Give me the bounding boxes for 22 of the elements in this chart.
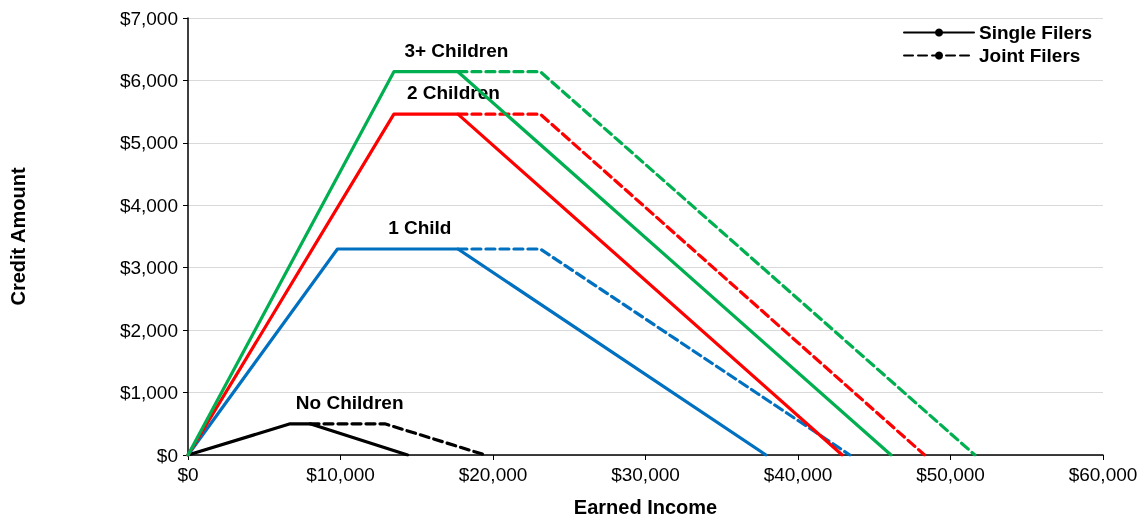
x-tick-label: $40,000 <box>763 464 833 485</box>
annotation: No Children <box>295 391 404 413</box>
annotation: 1 Child <box>388 216 452 238</box>
y-tick-label: $3,000 <box>119 257 178 279</box>
y-tick-label: $2,000 <box>119 319 178 341</box>
y-tick-label: $6,000 <box>119 69 178 91</box>
x-tick-label: $10,000 <box>306 464 375 485</box>
x-tick-label: $30,000 <box>611 464 680 485</box>
x-tick-label: $20,000 <box>458 464 528 485</box>
annotation: 3+ Children <box>404 39 509 61</box>
y-tick-label: $1,000 <box>119 382 178 404</box>
y-tick-label: $5,000 <box>119 132 178 154</box>
x-tick-label: $0 <box>177 464 199 485</box>
y-tick-label: $4,000 <box>119 194 178 216</box>
x-axis-title: Earned Income <box>573 496 718 518</box>
y-tick-label: $7,000 <box>119 7 178 29</box>
y-axis-title: Credit Amount <box>7 167 29 306</box>
x-tick-label: $60,000 <box>1068 464 1138 485</box>
x-tick-label: $50,000 <box>916 464 985 485</box>
legend-label: Joint Filers <box>979 45 1081 66</box>
legend-label: Single Filers <box>979 22 1092 43</box>
y-tick-label: $0 <box>156 444 178 466</box>
